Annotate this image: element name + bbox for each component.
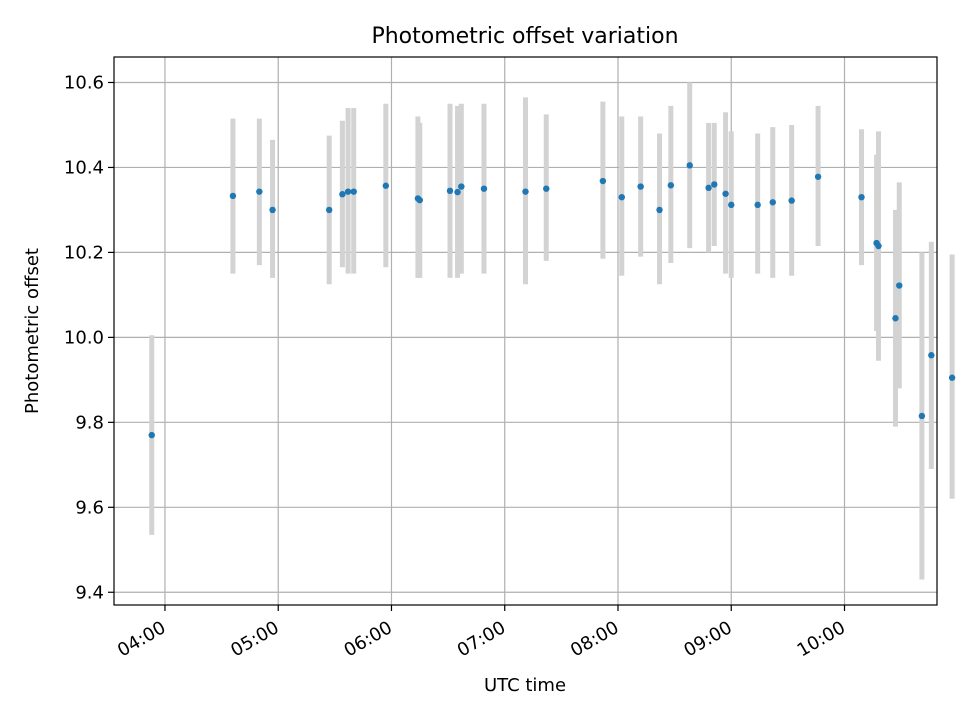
- data-point: [769, 199, 776, 206]
- data-point: [705, 184, 712, 192]
- data-point: [148, 431, 155, 439]
- data-point: [686, 162, 693, 169]
- data-point: [480, 185, 488, 192]
- data-point: [229, 192, 237, 200]
- data-point: [458, 183, 465, 190]
- grid-layer: [114, 57, 937, 605]
- data-point: [344, 188, 352, 195]
- y-axis-ticks: 9.4 9.6 9.8 10.0 10.2 10.4 10.6: [64, 72, 114, 603]
- data-point: [543, 185, 550, 192]
- data-point: [896, 282, 903, 289]
- data-point: [948, 374, 956, 381]
- plot-frame: [113, 56, 938, 606]
- data-point: [637, 183, 644, 190]
- y-tick-label: 10.4: [64, 157, 104, 178]
- data-point: [269, 206, 276, 214]
- data-point: [722, 190, 729, 197]
- y-tick-label: 9.4: [75, 582, 104, 603]
- point-layer: [148, 162, 956, 439]
- data-point: [256, 188, 263, 195]
- data-point: [754, 201, 761, 209]
- data-point: [522, 188, 529, 195]
- x-axis-label: UTC time: [484, 675, 566, 696]
- y-tick-label: 9.8: [75, 412, 104, 433]
- data-point: [814, 173, 822, 180]
- data-point: [875, 242, 882, 250]
- data-point: [350, 188, 357, 195]
- data-point: [728, 201, 735, 209]
- chart-title: Photometric offset variation: [371, 24, 678, 49]
- data-point: [918, 412, 926, 420]
- data-point: [339, 191, 346, 198]
- data-point: [446, 187, 454, 195]
- y-axis-label: Photometric offset: [22, 248, 43, 414]
- data-point: [382, 182, 390, 189]
- data-point: [454, 188, 461, 196]
- y-tick-label: 9.6: [75, 497, 104, 518]
- y-tick-label: 10.2: [64, 242, 104, 263]
- data-point: [788, 197, 795, 204]
- data-point: [892, 315, 899, 322]
- data-point: [656, 206, 663, 214]
- data-point: [667, 182, 675, 189]
- data-point: [858, 193, 865, 201]
- data-point: [711, 181, 718, 188]
- data-point: [416, 196, 423, 204]
- data-point: [325, 206, 333, 214]
- y-tick-label: 10.6: [64, 72, 104, 93]
- data-point: [928, 352, 935, 359]
- data-point: [618, 193, 625, 201]
- data-point: [599, 177, 607, 185]
- y-tick-label: 10.0: [64, 327, 104, 348]
